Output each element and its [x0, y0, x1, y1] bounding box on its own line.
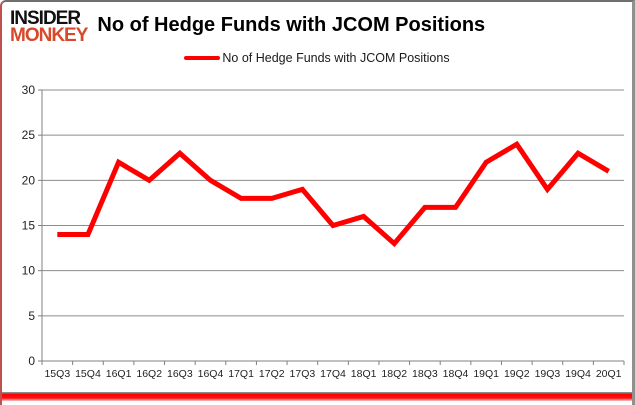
- x-axis-label: 18Q4: [443, 368, 469, 380]
- x-axis-label: 17Q1: [228, 368, 254, 380]
- x-axis-label: 16Q3: [167, 368, 193, 380]
- chart-header: INSIDER MONKEY No of Hedge Funds with JC…: [2, 2, 632, 47]
- x-axis-label: 19Q3: [535, 368, 561, 380]
- x-axis-label: 18Q2: [381, 368, 407, 380]
- y-axis-label: 5: [28, 309, 35, 323]
- y-axis-label: 0: [28, 354, 35, 368]
- legend: No of Hedge Funds with JCOM Positions: [2, 50, 632, 66]
- x-axis-label: 16Q2: [136, 368, 162, 380]
- legend-line-swatch: [184, 55, 221, 60]
- x-axis-label: 20Q1: [596, 368, 622, 380]
- x-axis-label: 17Q2: [259, 368, 285, 380]
- x-axis-label: 15Q3: [44, 368, 70, 380]
- y-axis-label: 15: [22, 219, 36, 233]
- x-axis-label: 16Q4: [198, 368, 224, 380]
- data-series-line: [57, 140, 610, 248]
- x-axis-label: 19Q2: [504, 368, 530, 380]
- x-axis-label: 18Q1: [351, 368, 377, 380]
- x-axis-label: 18Q3: [412, 368, 438, 380]
- x-axis-label: 19Q1: [473, 368, 499, 380]
- x-axis-label: 15Q4: [75, 368, 101, 380]
- x-axis-label: 19Q4: [565, 368, 591, 380]
- y-axis-label: 25: [22, 128, 36, 142]
- x-axis-label: 17Q4: [320, 368, 346, 380]
- y-axis-label: 20: [22, 173, 36, 187]
- insider-monkey-logo: INSIDER MONKEY: [10, 8, 88, 47]
- y-axis-label: 10: [22, 264, 36, 278]
- logo-insider-text: INSIDER: [10, 8, 81, 29]
- logo-monkey-text: MONKEY: [10, 25, 88, 47]
- y-axis-label: 30: [22, 83, 36, 97]
- legend-label: No of Hedge Funds with JCOM Positions: [222, 50, 450, 65]
- x-axis-label: 16Q1: [106, 368, 132, 380]
- bottom-red-bar: [2, 392, 632, 401]
- page-title: No of Hedge Funds with JCOM Positions: [97, 14, 486, 36]
- x-axis-label: 17Q3: [290, 368, 316, 380]
